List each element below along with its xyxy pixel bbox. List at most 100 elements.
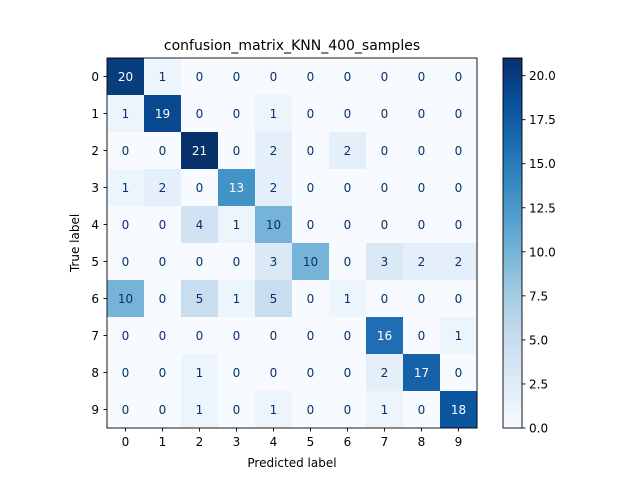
x-tick-label: 0: [122, 435, 130, 449]
heatmap-cell: [181, 243, 219, 281]
heatmap-cell-label: 0: [307, 144, 315, 158]
heatmap-cell: [292, 391, 330, 429]
heatmap-cell-label: 0: [196, 107, 204, 121]
heatmap-cell: [403, 354, 441, 392]
heatmap-cell: [440, 317, 478, 355]
heatmap-cell-label: 0: [233, 255, 241, 269]
heatmap-cell-label: 0: [307, 107, 315, 121]
heatmap-cell-label: 21: [192, 144, 207, 158]
heatmap-cell: [144, 354, 182, 392]
heatmap-cell-label: 0: [381, 181, 389, 195]
heatmap-cell: [255, 243, 293, 281]
heatmap-cell: [329, 132, 367, 170]
heatmap-cell-label: 0: [344, 70, 352, 84]
heatmap-cell-label: 2: [344, 144, 352, 158]
heatmap-cell-label: 3: [381, 255, 389, 269]
x-tick-label: 7: [381, 435, 389, 449]
heatmap-cell-label: 1: [122, 181, 130, 195]
heatmap-cell: [255, 317, 293, 355]
heatmap-cell: [107, 391, 145, 429]
heatmap-cell: [107, 280, 145, 318]
heatmap-cell-label: 0: [418, 144, 426, 158]
heatmap-cell: [403, 132, 441, 170]
heatmap-cell-label: 0: [159, 292, 167, 306]
heatmap-cell-label: 0: [233, 107, 241, 121]
heatmap-cell-label: 0: [418, 292, 426, 306]
heatmap-cell-label: 0: [307, 329, 315, 343]
heatmap-cell: [255, 58, 293, 96]
x-tick-label: 1: [159, 435, 167, 449]
heatmap-cell: [366, 206, 404, 244]
heatmap-cell-label: 0: [455, 181, 463, 195]
heatmap-cell: [218, 132, 256, 170]
heatmap-cell-label: 1: [270, 403, 278, 417]
x-tick-label: 6: [344, 435, 352, 449]
heatmap-cell: [107, 243, 145, 281]
y-tick-label: 7: [91, 329, 99, 343]
heatmap-cell-label: 0: [196, 255, 204, 269]
colorbar-tick-label: 20.0: [529, 69, 556, 83]
heatmap-cell: [181, 354, 219, 392]
y-tick-label: 1: [91, 107, 99, 121]
heatmap-cell-label: 5: [196, 292, 204, 306]
heatmap-cell-label: 0: [344, 403, 352, 417]
heatmap-cell: [440, 169, 478, 207]
heatmap-cell: [366, 354, 404, 392]
colorbar-tick-label: 2.5: [529, 377, 548, 391]
heatmap-cell-label: 13: [229, 181, 244, 195]
heatmap-cell-label: 0: [307, 403, 315, 417]
heatmap-cell: [218, 243, 256, 281]
heatmap-cell: [218, 58, 256, 96]
heatmap-cell-label: 1: [159, 70, 167, 84]
heatmap-cell: [329, 58, 367, 96]
heatmap-cell-label: 0: [381, 218, 389, 232]
heatmap-cell: [107, 132, 145, 170]
heatmap-cell-label: 2: [455, 255, 463, 269]
heatmap-cell: [255, 280, 293, 318]
heatmap-cell: [403, 58, 441, 96]
heatmap-cell: [440, 132, 478, 170]
heatmap-cell-label: 1: [196, 403, 204, 417]
heatmap-cell: [218, 280, 256, 318]
heatmap-cell-label: 0: [159, 255, 167, 269]
heatmap-cell: [144, 132, 182, 170]
colorbar-ticks: 0.0 2.5 5.0 7.5 10.0 12.5 15.0 17.5 20.0: [522, 69, 556, 436]
heatmap-cell-label: 2: [270, 181, 278, 195]
heatmap-frame: [106, 57, 478, 429]
heatmap-cell-label: 0: [159, 218, 167, 232]
heatmap-cell-label: 0: [159, 144, 167, 158]
heatmap-cell: [218, 317, 256, 355]
heatmap-cell: [255, 95, 293, 133]
heatmap-cell: [218, 391, 256, 429]
y-tick-label: 5: [91, 255, 99, 269]
heatmap-cell: [107, 169, 145, 207]
heatmap-cell-label: 0: [455, 292, 463, 306]
heatmap-cell: [403, 95, 441, 133]
colorbar-tick-label: 17.5: [529, 113, 556, 127]
heatmap-cell: [403, 280, 441, 318]
heatmap-cell: [218, 169, 256, 207]
colorbar: [503, 58, 522, 428]
heatmap-cell: [255, 391, 293, 429]
heatmap-cell: [366, 169, 404, 207]
y-axis-label: True label: [68, 214, 82, 273]
y-tick-label: 0: [91, 70, 99, 84]
heatmap-cell: [440, 58, 478, 96]
heatmap-cell: [255, 206, 293, 244]
heatmap-cell-label: 0: [196, 181, 204, 195]
heatmap-cell-label: 0: [344, 366, 352, 380]
heatmap-cell: [366, 95, 404, 133]
heatmap-cell-label: 20: [118, 70, 133, 84]
heatmap-cell: [292, 206, 330, 244]
y-tick-label: 8: [91, 366, 99, 380]
heatmap-cell: [218, 206, 256, 244]
heatmap-cell-label: 0: [344, 329, 352, 343]
heatmap-cell: [292, 169, 330, 207]
heatmap-cell-label: 19: [155, 107, 170, 121]
heatmap-cell-label: 1: [455, 329, 463, 343]
heatmap-cell-label: 10: [118, 292, 133, 306]
x-axis-label: Predicted label: [247, 456, 336, 470]
heatmap-cell: [292, 354, 330, 392]
heatmap-cell: [292, 243, 330, 281]
heatmap-cell: [144, 206, 182, 244]
